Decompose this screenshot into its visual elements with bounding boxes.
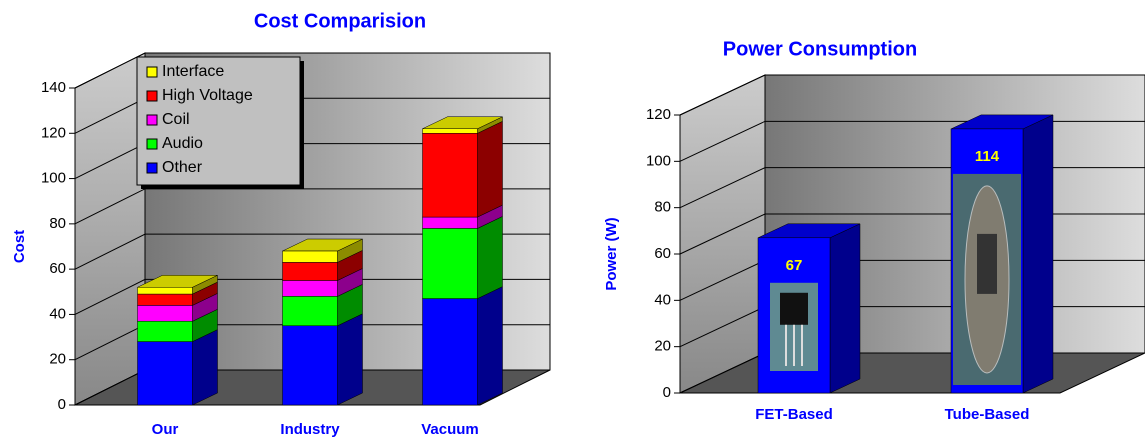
grid-line <box>679 74 1145 116</box>
y-tick-label: 60 <box>654 245 671 262</box>
bar-front <box>282 250 338 263</box>
y-tick-label: 80 <box>49 215 66 232</box>
legend-swatch <box>146 114 158 126</box>
legend: Interface High Voltage Coil Audio Other <box>136 56 304 189</box>
bar-segment <box>422 120 503 218</box>
bar-segment <box>422 116 503 134</box>
y-tick-label: 140 <box>41 79 66 96</box>
y-tick-label: 60 <box>49 260 66 277</box>
grid-segment <box>74 233 550 270</box>
x-tick-label: FET-Based <box>755 406 833 423</box>
grid-line <box>74 52 550 89</box>
y-axis-title: Power (W) <box>603 217 620 290</box>
transistor-body <box>780 292 808 325</box>
bar-segment <box>137 274 218 295</box>
value-label: 67 <box>786 257 803 274</box>
bar-side <box>477 120 503 218</box>
legend-label: Coil <box>162 111 190 128</box>
x-tick-label: Our <box>152 421 179 438</box>
bar-front <box>422 298 478 406</box>
grid-line <box>74 278 550 315</box>
legend-swatch <box>146 90 158 102</box>
y-tick-label: 40 <box>49 305 66 322</box>
y-tick-label: 120 <box>41 124 66 141</box>
bar-side <box>1022 114 1054 394</box>
bar-side <box>477 286 503 406</box>
legend-box <box>136 56 301 186</box>
tube-electrode <box>977 233 997 294</box>
bar-side <box>337 313 363 406</box>
bar-front <box>422 216 478 229</box>
legend-swatch <box>146 66 158 78</box>
y-tick-label: 80 <box>654 199 671 216</box>
bar-front <box>422 228 478 299</box>
y-axis-title: Cost <box>11 230 28 263</box>
y-tick-label: 40 <box>654 291 671 308</box>
grid-line <box>74 233 550 270</box>
bar-front <box>282 262 338 281</box>
bar-segment <box>282 238 363 263</box>
y-tick-label: 20 <box>49 351 66 368</box>
legend-swatch <box>146 138 158 150</box>
legend-label: Other <box>162 159 203 176</box>
bar-segment <box>422 286 503 406</box>
x-tick-label: Vacuum <box>421 421 479 438</box>
side-wall <box>74 52 146 406</box>
x-tick-label: Industry <box>280 421 340 438</box>
y-tick-label: 120 <box>646 106 671 123</box>
bar-side <box>477 215 503 299</box>
legend-swatch <box>146 162 158 174</box>
x-tick-label: Tube-Based <box>945 406 1030 423</box>
bar-front <box>282 296 338 327</box>
y-tick-label: 20 <box>654 338 671 355</box>
bar-front <box>137 320 193 342</box>
bar-front <box>137 305 193 322</box>
bar-side <box>192 329 218 406</box>
legend-label: High Voltage <box>162 87 253 104</box>
legend-label: Interface <box>162 63 224 80</box>
chart-title: Power Consumption <box>723 38 917 60</box>
y-tick-label: 100 <box>646 152 671 169</box>
bar-front <box>282 325 338 406</box>
y-tick-label: 100 <box>41 170 66 187</box>
grid-segment <box>74 52 550 89</box>
bar-front <box>422 133 478 218</box>
bar-front <box>137 293 193 306</box>
bar-side <box>829 223 861 394</box>
bar-front <box>282 280 338 297</box>
y-tick-label: 0 <box>58 396 66 413</box>
grid-segment <box>679 74 1145 116</box>
chart-title: Cost Comparision <box>254 10 426 32</box>
bar-front <box>137 341 193 406</box>
bar-segment <box>282 313 363 406</box>
bar-segment <box>422 215 503 299</box>
bar-front <box>422 128 478 134</box>
value-label: 114 <box>975 148 1000 165</box>
legend-label: Audio <box>162 135 203 152</box>
bar-front <box>137 287 193 295</box>
y-tick-label: 0 <box>663 384 671 401</box>
grid-segment <box>74 278 550 315</box>
